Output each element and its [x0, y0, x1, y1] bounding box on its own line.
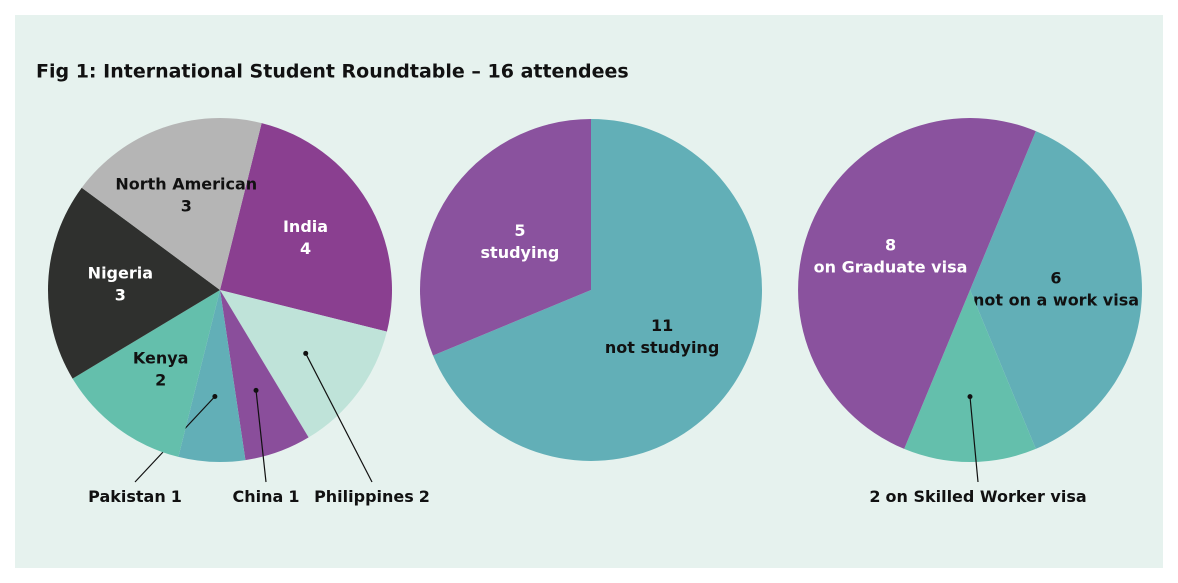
- slice-category: on Graduate visa: [814, 258, 968, 277]
- slice-value: 2: [419, 487, 430, 506]
- slice-label: Pakistan 1: [88, 487, 182, 506]
- slice-value: 5: [514, 221, 525, 240]
- pie-slice: [72, 290, 220, 457]
- leader-line: [969, 396, 979, 483]
- leader-line: [255, 390, 267, 483]
- slice-value: 2: [869, 487, 880, 506]
- slice-value: 8: [885, 236, 896, 255]
- leader-dot: [303, 350, 309, 356]
- slice-category: China: [233, 487, 284, 506]
- slice-category: Pakistan: [88, 487, 166, 506]
- slice-value: 11: [651, 316, 673, 335]
- pie-slice: [220, 123, 392, 332]
- slice-category: Nigeria: [88, 264, 153, 283]
- pie-slice: [798, 118, 1036, 449]
- pie-slice: [420, 119, 591, 356]
- pie-slice: [904, 290, 1036, 462]
- pie-slice: [220, 290, 309, 461]
- leader-dot: [253, 387, 259, 393]
- leader-line: [305, 353, 373, 483]
- pie-slice: [81, 118, 262, 290]
- pie-slice: [220, 290, 387, 438]
- slice-category: North American: [115, 175, 257, 194]
- slice-value: 1: [171, 487, 182, 506]
- slice-value: 3: [115, 286, 126, 305]
- slice-category: not on a work visa: [973, 291, 1139, 310]
- slice-category: Philippines: [314, 487, 414, 506]
- slice-category: studying: [481, 243, 560, 262]
- pie-slice: [47, 187, 220, 379]
- slice-value: 2: [155, 371, 166, 390]
- pie-slice: [178, 290, 246, 462]
- slice-label: 2 on Skilled Worker visa: [869, 487, 1086, 506]
- leader-dot: [967, 394, 973, 400]
- slice-value: 1: [288, 487, 299, 506]
- slice-value: 4: [300, 239, 311, 258]
- slice-category: India: [283, 217, 328, 236]
- leader-dot: [212, 394, 218, 400]
- pie-slice: [433, 119, 762, 461]
- slice-value: 6: [1050, 269, 1061, 288]
- slice-value: 3: [181, 197, 192, 216]
- slice-category: not studying: [605, 338, 719, 357]
- slice-category: Kenya: [133, 349, 189, 368]
- slice-label: Philippines 2: [314, 487, 430, 506]
- pie-slice: [970, 131, 1142, 449]
- slice-category: on Skilled Worker visa: [885, 487, 1086, 506]
- slice-label: China 1: [233, 487, 300, 506]
- chart-title: Fig 1: International Student Roundtable …: [36, 61, 629, 83]
